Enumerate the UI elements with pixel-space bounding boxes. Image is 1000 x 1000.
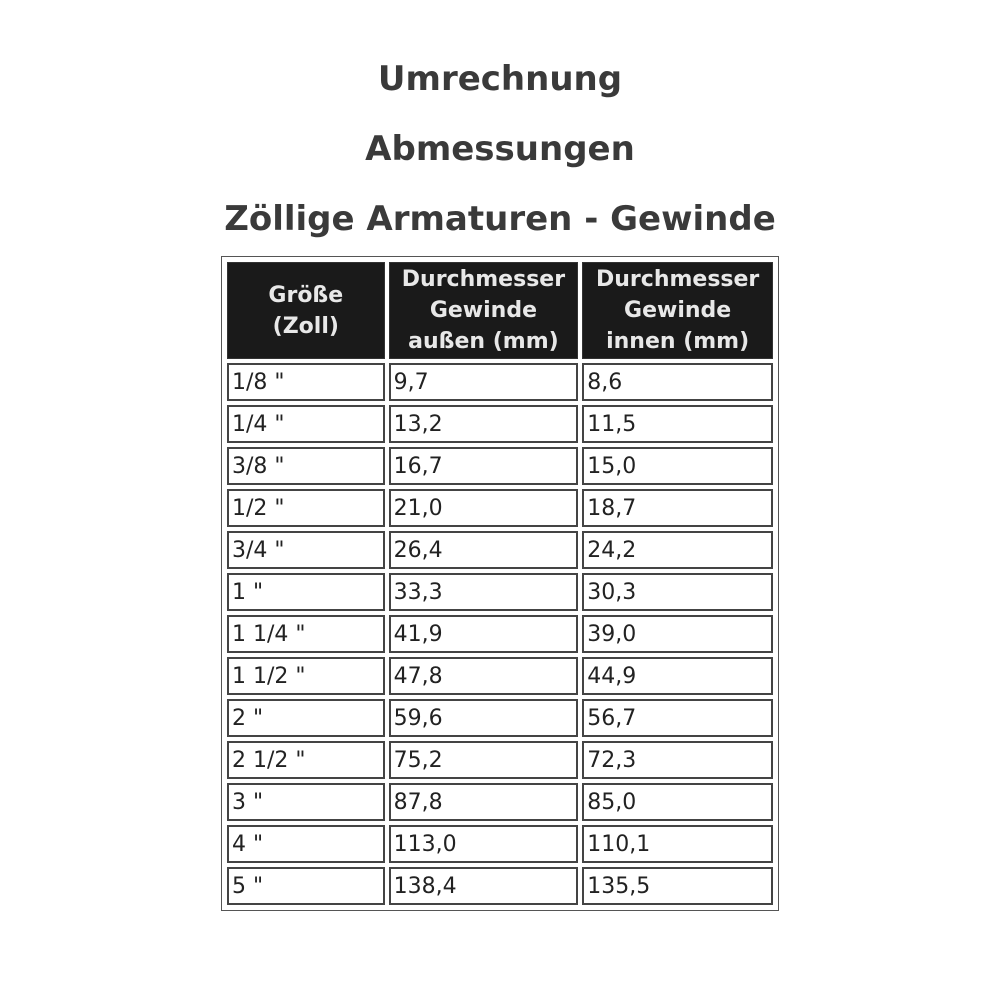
header-size: Größe (Zoll) [227,262,385,359]
inner-diameter-cell: 72,3 [582,741,773,779]
table-row: 1/2 " 21,0 18,7 [227,489,773,527]
table-row: 1 1/2 " 47,8 44,9 [227,657,773,695]
title-block: Umrechnung Abmessungen Zöllige Armaturen… [0,44,1000,254]
header-text: Gewinde [429,298,538,323]
table-row: 1/4 " 13,2 11,5 [227,405,773,443]
size-cell: 4 " [227,825,385,863]
table-row: 5 " 138,4 135,5 [227,867,773,905]
table-row: 4 " 113,0 110,1 [227,825,773,863]
outer-diameter-cell: 47,8 [388,657,579,695]
outer-diameter-cell: 75,2 [388,741,579,779]
header-text: Durchmesser [401,267,566,292]
outer-diameter-cell: 21,0 [388,489,579,527]
inner-diameter-cell: 44,9 [582,657,773,695]
size-cell: 2 1/2 " [227,741,385,779]
size-cell: 2 " [227,699,385,737]
inner-diameter-cell: 11,5 [582,405,773,443]
size-cell: 5 " [227,867,385,905]
header-outer-diameter: Durchmesser Gewinde außen (mm) [388,262,579,359]
table-row: 3/8 " 16,7 15,0 [227,447,773,485]
outer-diameter-cell: 13,2 [388,405,579,443]
table-row: 1/8 " 9,7 8,6 [227,363,773,401]
header-text: innen (mm) [606,329,750,354]
size-cell: 1 " [227,573,385,611]
outer-diameter-cell: 113,0 [388,825,579,863]
size-cell: 3 " [227,783,385,821]
conversion-table: Größe (Zoll) Durchmesser Gewinde außen (… [221,256,779,911]
title-line-2: Abmessungen [365,129,635,169]
size-cell: 1 1/2 " [227,657,385,695]
size-cell: 3/8 " [227,447,385,485]
inner-diameter-cell: 135,5 [582,867,773,905]
inner-diameter-cell: 24,2 [582,531,773,569]
header-text: Gewinde [624,298,732,323]
header-text: Durchmesser [596,267,760,292]
size-cell: 3/4 " [227,531,385,569]
inner-diameter-cell: 15,0 [582,447,773,485]
table-row: 3 " 87,8 85,0 [227,783,773,821]
size-cell: 1/8 " [227,363,385,401]
outer-diameter-cell: 59,6 [388,699,579,737]
size-cell: 1/2 " [227,489,385,527]
outer-diameter-cell: 138,4 [388,867,579,905]
outer-diameter-cell: 9,7 [388,363,579,401]
inner-diameter-cell: 18,7 [582,489,773,527]
table-row: 3/4 " 26,4 24,2 [227,531,773,569]
outer-diameter-cell: 26,4 [388,531,579,569]
table-row: 1 1/4 " 41,9 39,0 [227,615,773,653]
title-line-1: Umrechnung [377,59,623,99]
inner-diameter-cell: 56,7 [582,699,773,737]
table-row: 1 " 33,3 30,3 [227,573,773,611]
header-text: Größe [268,282,344,308]
header-row: Größe (Zoll) Durchmesser Gewinde außen (… [227,262,773,359]
table-row: 2 " 59,6 56,7 [227,699,773,737]
header-inner-diameter: Durchmesser Gewinde innen (mm) [582,262,773,359]
title-line-3: Zöllige Armaturen - Gewinde [224,199,776,239]
outer-diameter-cell: 87,8 [388,783,579,821]
inner-diameter-cell: 30,3 [582,573,773,611]
outer-diameter-cell: 16,7 [388,447,579,485]
outer-diameter-cell: 33,3 [388,573,579,611]
inner-diameter-cell: 39,0 [582,615,773,653]
inner-diameter-cell: 85,0 [582,783,773,821]
header-text: außen (mm) [408,329,559,354]
size-cell: 1/4 " [227,405,385,443]
inner-diameter-cell: 110,1 [582,825,773,863]
outer-diameter-cell: 41,9 [388,615,579,653]
size-cell: 1 1/4 " [227,615,385,653]
header-text: (Zoll) [272,313,339,339]
inner-diameter-cell: 8,6 [582,363,773,401]
table-row: 2 1/2 " 75,2 72,3 [227,741,773,779]
